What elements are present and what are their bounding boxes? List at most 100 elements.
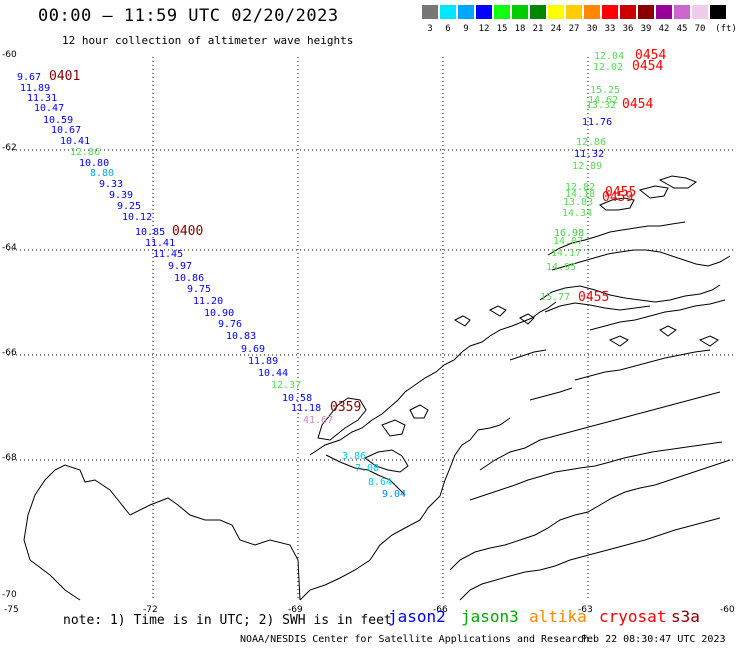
wave-height-label: 12.89 [572, 161, 602, 172]
pass-time-label: 0454 [622, 97, 653, 112]
wave-height-label: 10.90 [204, 308, 234, 319]
wave-height-label: 13.32 [586, 100, 616, 111]
lon-label: -63 [578, 605, 593, 615]
wave-height-label: 12.86 [576, 137, 606, 148]
legend-swatch [476, 5, 492, 19]
legend-label: 39 [640, 24, 652, 34]
legend-label: 18 [514, 24, 526, 34]
lon-label: -69 [288, 605, 303, 615]
legend-label: 30 [586, 24, 598, 34]
wave-height-label: 11.32 [574, 149, 604, 160]
legend-swatch [494, 5, 510, 19]
wave-height-label: 12.37 [271, 380, 301, 391]
wave-height-label: 9.04 [382, 489, 406, 500]
legend-swatch [512, 5, 528, 19]
legend-label: 21 [532, 24, 544, 34]
wave-height-label: 12.04 [594, 51, 624, 62]
lat-label: -68 [2, 453, 17, 463]
wave-height-label: 10.67 [51, 125, 81, 136]
pass-time-label: 0455 [605, 185, 636, 200]
pass-time-label: 0400 [172, 224, 203, 239]
generated-timestamp: Feb 22 08:30:47 UTC 2023 [581, 634, 726, 645]
pass-time-label: 0401 [49, 69, 80, 84]
wave-height-label: 8.64 [368, 477, 392, 488]
wave-height-label: 9.76 [218, 319, 242, 330]
legend-label: 36 [622, 24, 634, 34]
wave-height-label: 11.76 [582, 117, 612, 128]
footer-note: note: 1) Time is in UTC; 2) SWH is in fe… [63, 613, 392, 628]
legend-unit: (ft) [715, 24, 737, 34]
wave-height-label: 14.95 [546, 262, 576, 273]
wave-height-label: 9.97 [168, 261, 192, 272]
wave-height-label: 10.47 [34, 103, 64, 114]
wave-height-label: 10.83 [226, 331, 256, 342]
wave-height-label: 11.20 [193, 296, 223, 307]
wave-height-observations: 9.67 040111.8911.3110.4710.5910.6710.4112… [17, 48, 666, 500]
wave-height-label: 9.25 [117, 201, 141, 212]
legend-label: 12 [478, 24, 490, 34]
wave-height-label: 14.18 [565, 189, 595, 200]
legend-swatch [458, 5, 474, 19]
wave-height-label: 14.17 [551, 248, 581, 259]
wave-height-label: 11.31 [27, 93, 57, 104]
wave-height-label: 11.18 [291, 403, 321, 414]
lat-label: -64 [2, 243, 17, 253]
wave-height-label: 9.75 [187, 284, 211, 295]
legend-swatch [566, 5, 582, 19]
satellite-name-altika: altika [529, 607, 587, 626]
legend-label: 33 [604, 24, 616, 34]
pass-time-label: 0454 [632, 59, 663, 74]
legend-swatch [422, 5, 438, 19]
lat-label: -62 [2, 143, 17, 153]
wave-height-label: 7.08 [355, 463, 379, 474]
credit-line: NOAA/NESDIS Center for Satellite Applica… [240, 634, 590, 645]
lat-label: -70 [2, 590, 17, 600]
legend-label: 9 [463, 24, 469, 34]
wave-height-label: 9.69 [241, 344, 265, 355]
legend-swatch [548, 5, 564, 19]
lat-label: -66 [2, 348, 17, 358]
legend-label: 70 [694, 24, 706, 34]
legend-swatch [620, 5, 636, 19]
legend-swatch [602, 5, 618, 19]
wave-height-label: 41.67 [303, 415, 333, 426]
page-subtitle: 12 hour collection of altimeter wave hei… [62, 34, 354, 47]
legend-label: 45 [676, 24, 688, 34]
legend-label: 42 [658, 24, 670, 34]
wave-height-label: 10.85 [135, 227, 165, 238]
wave-height-label: 10.41 [60, 136, 90, 147]
coastline [23, 175, 731, 601]
legend-swatch [440, 5, 456, 19]
wave-height-label: 9.67 [17, 72, 41, 83]
wave-height-label: 11.41 [145, 238, 175, 249]
wave-height-label: 10.12 [122, 212, 152, 223]
legend-label: 15 [496, 24, 508, 34]
legend-swatch [710, 5, 726, 19]
satellite-name-cryosat: cryosat [599, 607, 667, 626]
lon-label: -75 [4, 605, 19, 615]
wave-height-label: 12.82 [565, 182, 595, 193]
lon-label: -60 [720, 605, 735, 615]
wave-height-label: 10.44 [258, 368, 288, 379]
pass-time-label: 0454 [635, 48, 666, 63]
wave-height-label: 11.89 [248, 356, 278, 367]
satellite-name-jason3: jason3 [461, 607, 519, 626]
legend-swatch [692, 5, 708, 19]
wave-height-label: 14.62 [588, 95, 618, 106]
legend-swatch [530, 5, 546, 19]
lat-lon-grid [8, 57, 735, 600]
legend-swatch [584, 5, 600, 19]
wave-height-label: 9.33 [99, 179, 123, 190]
wave-height-label: 16.98 [554, 228, 584, 239]
axis-labels: -60 -62 -64 -66 -68 -70 -75 -72 -69 -66 -63 -60 [2, 50, 735, 615]
wave-height-label: 3.86 [342, 451, 366, 462]
satellite-name-jason2: jason2 [388, 607, 446, 626]
legend-label: 27 [568, 24, 580, 34]
pass-time-label: 0455 [578, 290, 609, 305]
wave-height-label: 11.45 [153, 249, 183, 260]
legend-swatch [674, 5, 690, 19]
lon-label: -72 [143, 605, 158, 615]
legend-swatch [656, 5, 672, 19]
page-title: 00:00 – 11:59 UTC 02/20/2023 [38, 6, 339, 26]
wave-height-label: 9.39 [109, 190, 133, 201]
